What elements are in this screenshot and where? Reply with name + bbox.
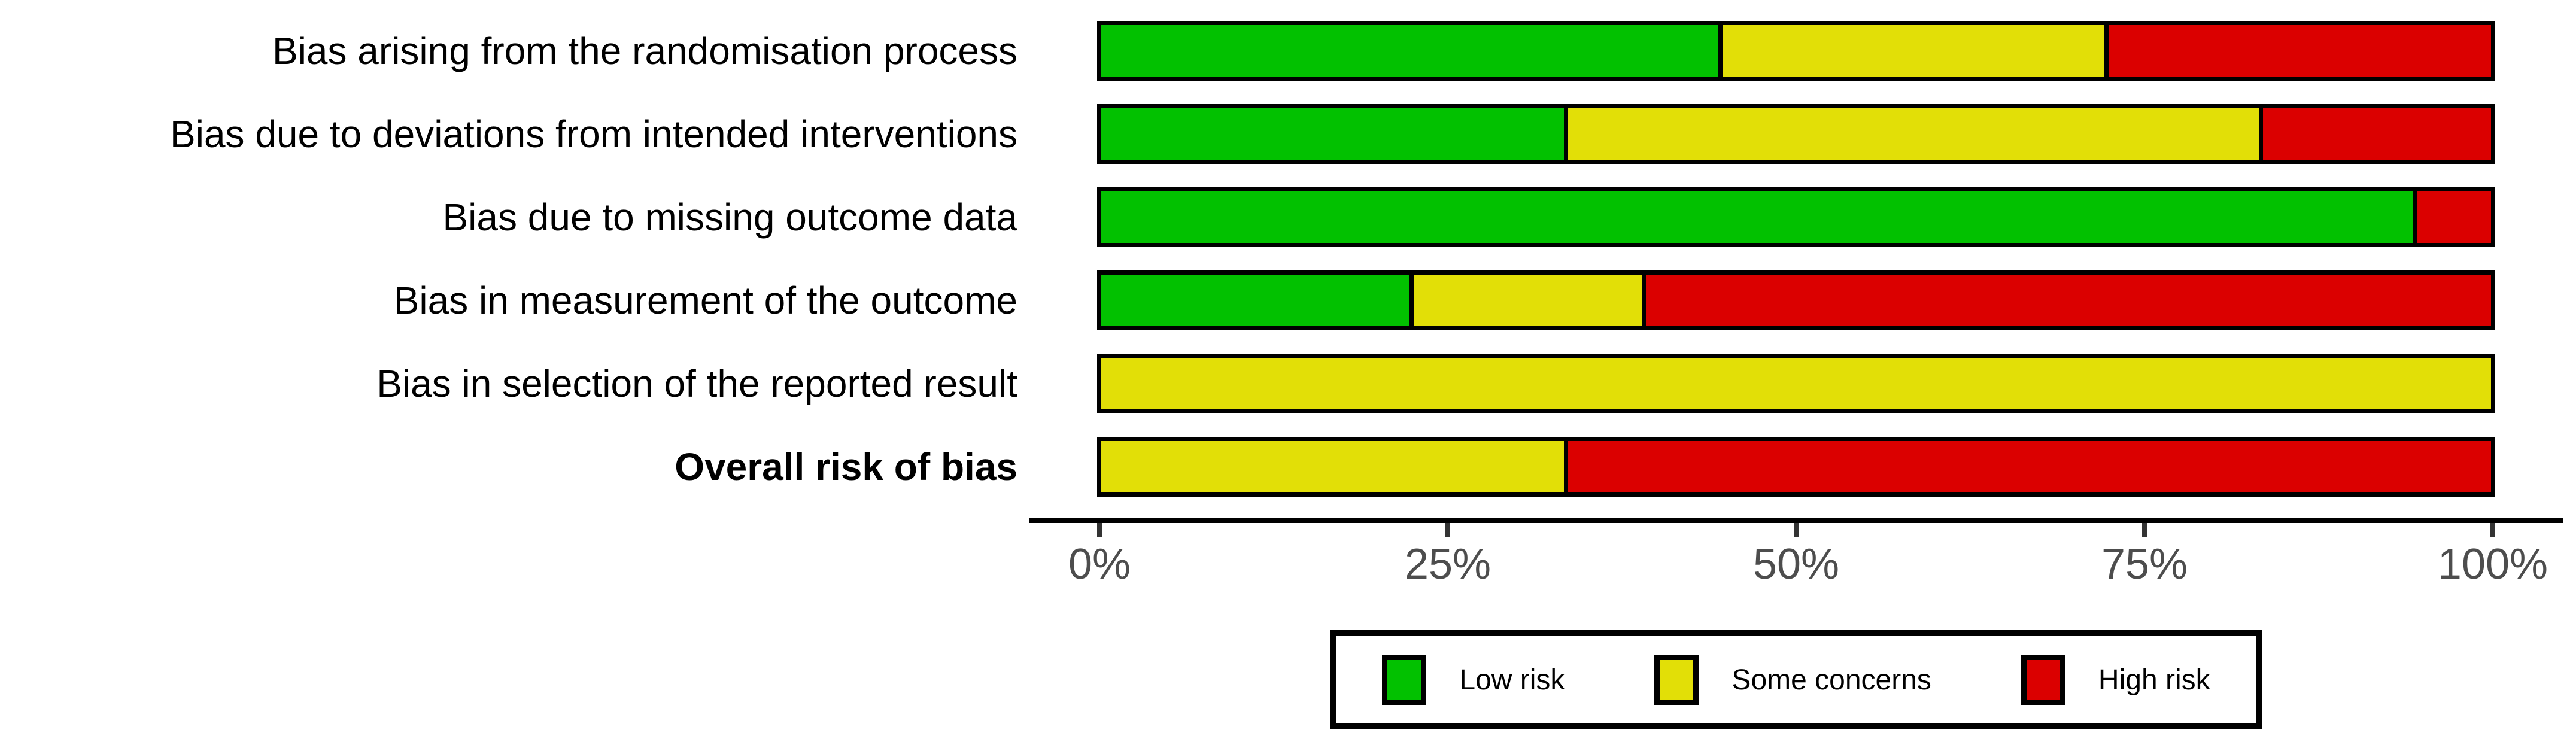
bar-segment-low-risk <box>1101 275 1410 326</box>
bar-segment-high-risk <box>2104 25 2491 77</box>
bar-segment-some-concerns <box>1718 25 2105 77</box>
bar-segment-some-concerns <box>1409 275 1642 326</box>
bar-segment-low-risk <box>1101 25 1718 77</box>
stacked-bar-1 <box>1097 104 2495 164</box>
row-label-0: Bias arising from the randomisation proc… <box>272 29 1017 72</box>
row-label-3: Bias in measurement of the outcome <box>393 279 1017 322</box>
x-tick-label-2: 50% <box>1752 540 1840 588</box>
stacked-bar-2 <box>1097 187 2495 247</box>
x-tick-label-3: 75% <box>2101 540 2188 588</box>
x-tick-mark-4 <box>2490 523 2495 537</box>
row-label-5: Overall risk of bias <box>675 445 1017 488</box>
x-tick-mark-3 <box>2142 523 2147 537</box>
bar-segment-high-risk <box>1642 275 2491 326</box>
x-tick-mark-0 <box>1097 523 1102 537</box>
bar-segment-low-risk <box>1101 191 2413 243</box>
legend-swatch-icon <box>1382 655 1427 705</box>
stacked-bar-3 <box>1097 270 2495 330</box>
bar-segment-high-risk <box>2259 108 2491 160</box>
legend-label: Some concerns <box>1731 664 1931 696</box>
x-axis-line <box>1029 518 2563 523</box>
legend-swatch-icon <box>1654 655 1699 705</box>
row-label-1: Bias due to deviations from intended int… <box>170 113 1017 156</box>
x-tick-label-1: 25% <box>1404 540 1491 588</box>
stacked-bar-4 <box>1097 354 2495 413</box>
bar-segment-high-risk <box>2413 191 2491 243</box>
bar-segment-some-concerns <box>1564 108 2259 160</box>
row-label-4: Bias in selection of the reported result <box>376 362 1017 405</box>
bar-segment-high-risk <box>1564 441 2491 492</box>
legend: Low risk Some concerns High risk <box>1330 630 2262 729</box>
stacked-bar-0 <box>1097 21 2495 81</box>
bar-segment-some-concerns <box>1101 441 1565 492</box>
x-tick-mark-1 <box>1445 523 1450 537</box>
legend-label: High risk <box>2098 664 2210 696</box>
bar-segment-some-concerns <box>1101 358 2491 409</box>
stacked-bar-5 <box>1097 437 2495 497</box>
legend-swatch-icon <box>2021 655 2065 705</box>
legend-entry-some-concerns: Some concerns <box>1654 655 1931 705</box>
bar-segment-low-risk <box>1101 108 1565 160</box>
legend-entry-low-risk: Low risk <box>1382 655 1565 705</box>
x-tick-label-4: 100% <box>2437 540 2548 588</box>
legend-label: Low risk <box>1459 664 1565 696</box>
legend-entry-high-risk: High risk <box>2021 655 2210 705</box>
x-tick-label-0: 0% <box>1068 540 1131 588</box>
row-label-2: Bias due to missing outcome data <box>442 196 1017 239</box>
x-tick-mark-2 <box>1794 523 1799 537</box>
